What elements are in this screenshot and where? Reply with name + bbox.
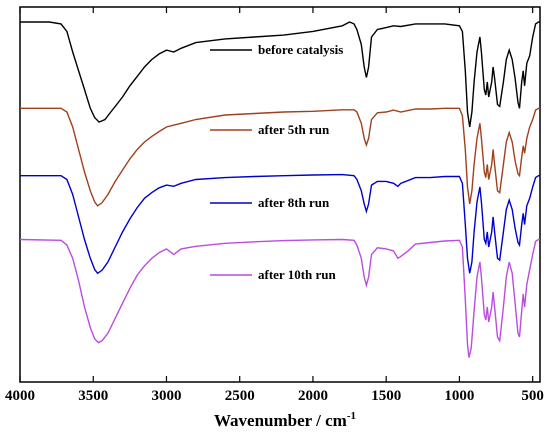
x-tick-label-3500: 3500: [78, 388, 108, 404]
legend-group: before catalysis after 5th run after 8th r…: [210, 42, 343, 282]
x-tick-label-1000: 1000: [444, 388, 474, 404]
x-tick-label-2500: 2500: [225, 388, 255, 404]
x-axis-label-superscript: -1: [347, 410, 356, 422]
x-tick-label-3000: 3000: [151, 388, 181, 404]
x-tick-label-2000: 2000: [298, 388, 328, 404]
x-axis-label: Wavenumber / cm-1: [214, 410, 356, 430]
series-line-3: [20, 173, 540, 275]
x-axis-label-main: Wavenumber / cm: [214, 411, 347, 430]
series-group: [19, 21, 540, 358]
x-tick-label-4000: 4000: [5, 388, 35, 404]
series-line-2: [20, 107, 540, 207]
legend-label-4: after 10th run: [258, 267, 337, 282]
series-line-4: [19, 238, 540, 358]
x-tick-label-500: 500: [521, 388, 544, 404]
legend-label-3: after 8th run: [258, 195, 330, 210]
legend-label-2: after 5th run: [258, 122, 330, 137]
plot-frame: [19, 6, 541, 383]
x-tick-label-1500: 1500: [371, 388, 401, 404]
x-axis-ticks: 4000 3500 3000 2500 2000 1500 1000 500: [5, 7, 544, 404]
legend-label-1: before catalysis: [258, 42, 343, 57]
series-line-1: [20, 21, 540, 128]
